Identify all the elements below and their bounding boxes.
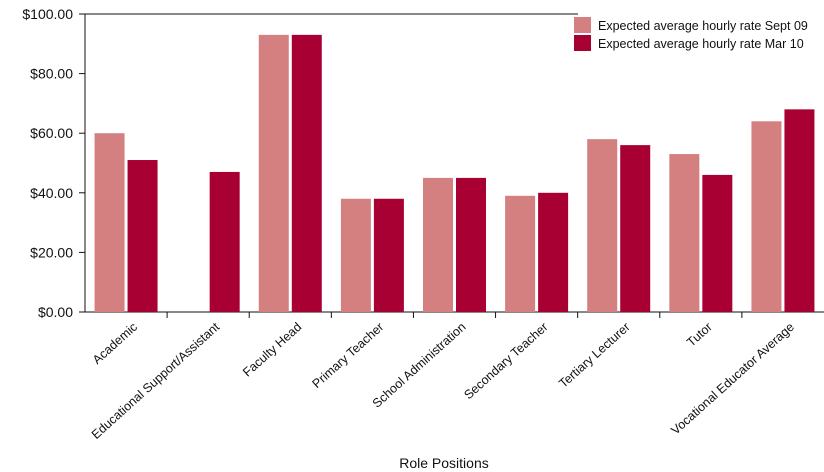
- bar-mar10: [456, 177, 486, 312]
- bar-sept09: [258, 34, 289, 313]
- bar-sept09: [587, 139, 618, 312]
- legend-swatch: [574, 35, 591, 51]
- bars: [94, 34, 815, 313]
- y-axis: $0.00 $20.00 $40.00 $60.00 $80.00 $100.00: [22, 6, 578, 320]
- x-tick-label: Academic: [90, 320, 140, 367]
- bar-mar10: [702, 174, 733, 312]
- bar-mar10: [373, 198, 404, 312]
- legend-label: Expected average hourly rate Mar 10: [598, 37, 804, 51]
- bar-mar10: [209, 171, 240, 312]
- bar-mar10: [127, 160, 158, 312]
- x-axis-title: Role Positions: [399, 455, 489, 471]
- legend-swatch: [574, 17, 591, 33]
- bar-sept09: [505, 195, 536, 312]
- y-tick-label: $0.00: [38, 304, 73, 320]
- legend: Expected average hourly rate Sept 09 Expe…: [574, 17, 808, 51]
- x-tick-label: Faculty Head: [240, 320, 304, 380]
- bar-sept09: [94, 133, 125, 312]
- x-tick-label: Tertiary Lecturer: [556, 320, 632, 391]
- bar-sept09: [340, 198, 371, 312]
- y-tick-label: $40.00: [30, 185, 73, 201]
- y-tick-label: $60.00: [30, 125, 73, 141]
- x-tick-label: Educational Support/Assistant: [89, 319, 223, 441]
- x-tick-label: Secondary Teacher: [461, 320, 550, 402]
- bar-sept09: [751, 121, 782, 312]
- bar-mar10: [620, 145, 651, 312]
- bar-mar10: [784, 109, 815, 312]
- x-tick-label: Primary Teacher: [310, 320, 387, 391]
- y-tick-label: $100.00: [22, 6, 73, 22]
- bar-sept09: [669, 154, 700, 312]
- y-tick-label: $20.00: [30, 244, 73, 260]
- bar-sept09: [423, 177, 453, 312]
- legend-label: Expected average hourly rate Sept 09: [598, 19, 808, 33]
- x-axis: [85, 311, 824, 318]
- bar-mar10: [291, 34, 322, 313]
- bar-mar10: [538, 192, 569, 312]
- y-tick-label: $80.00: [30, 66, 73, 82]
- x-tick-label: School Administration: [370, 320, 469, 411]
- x-tick-label: Tutor: [684, 320, 715, 350]
